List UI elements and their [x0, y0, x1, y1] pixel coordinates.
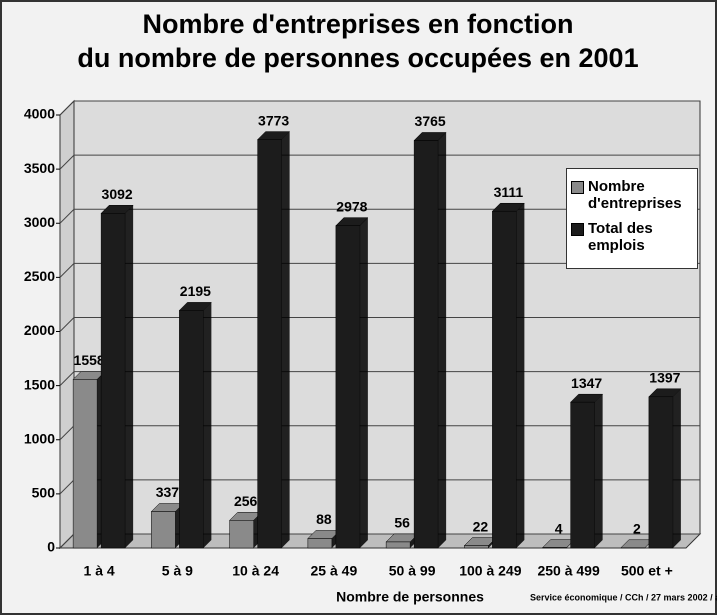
data-label: 256 [234, 493, 258, 509]
y-tick-label: 500 [32, 485, 56, 501]
y-tick-label: 0 [47, 539, 55, 555]
x-axis-title: Nombre de personnes [336, 589, 484, 605]
bar [101, 213, 125, 548]
bar-side [438, 132, 446, 548]
data-label: 3092 [102, 186, 133, 202]
y-tick-label: 1000 [24, 430, 55, 446]
data-label: 3111 [494, 184, 524, 200]
legend-label: Total des emplois [588, 220, 693, 254]
data-label: 22 [473, 518, 489, 534]
data-label: 88 [316, 511, 332, 527]
bar-side [125, 205, 133, 548]
y-tick-label: 2500 [24, 268, 55, 284]
bar-side [282, 132, 290, 548]
bar [492, 211, 516, 548]
y-tick-label: 1500 [24, 376, 55, 392]
bar [230, 520, 254, 548]
bar [336, 226, 360, 548]
chart: Nombre d'entreprises en fonction du nomb… [0, 0, 717, 615]
bar-side [673, 389, 681, 548]
bar [179, 310, 203, 548]
data-label: 1347 [571, 375, 602, 391]
bar-side [360, 218, 368, 548]
x-tick-label: 10 à 24 [232, 563, 279, 579]
bar-side [516, 203, 524, 548]
legend-item: Nombre d'entreprises [571, 178, 693, 212]
bar [649, 397, 673, 548]
x-tick-label: 1 à 4 [84, 563, 115, 579]
data-label: 4 [555, 520, 563, 536]
x-tick-label: 50 à 99 [389, 563, 436, 579]
x-tick-label: 25 à 49 [311, 563, 358, 579]
bar [571, 402, 595, 548]
data-label: 2 [633, 520, 641, 536]
bar-side [203, 302, 211, 548]
y-tick-label: 3500 [24, 160, 55, 176]
chart-title: Nombre d'entreprises en fonction [143, 9, 574, 39]
y-tick-label: 4000 [24, 106, 55, 122]
x-tick-label: 500 et + [621, 563, 673, 579]
bar [414, 140, 438, 548]
data-label: 3773 [258, 112, 289, 128]
x-tick-label: 100 à 249 [459, 563, 521, 579]
chart-title: du nombre de personnes occupées en 2001 [77, 43, 638, 73]
y-tick-label: 2000 [24, 322, 55, 338]
bar [73, 379, 97, 548]
bar [386, 542, 410, 548]
data-label: 56 [394, 515, 410, 531]
legend-label: Nombre d'entreprises [588, 178, 693, 212]
data-label: 337 [156, 484, 180, 500]
bar [151, 512, 175, 548]
data-label: 2978 [336, 198, 367, 214]
data-label: 2195 [180, 283, 211, 299]
x-tick-label: 5 à 9 [162, 563, 193, 579]
legend-swatch [571, 223, 584, 236]
data-label: 3765 [415, 113, 446, 129]
data-label: 1558 [74, 352, 105, 368]
legend: Nombre d'entreprises Total des emplois [566, 168, 698, 269]
x-tick-label: 250 à 499 [537, 563, 599, 579]
bar [464, 546, 488, 548]
y-tick-label: 3000 [24, 214, 55, 230]
chart-svg: Nombre d'entreprises en fonction du nomb… [0, 0, 717, 615]
bar [258, 140, 282, 548]
bar [308, 538, 332, 548]
legend-swatch [571, 181, 584, 194]
data-label: 1397 [649, 369, 680, 385]
bar-side [595, 394, 603, 548]
legend-item: Total des emplois [571, 220, 693, 254]
source-note: Service économique / CCh / 27 mars 2002 … [530, 592, 717, 602]
